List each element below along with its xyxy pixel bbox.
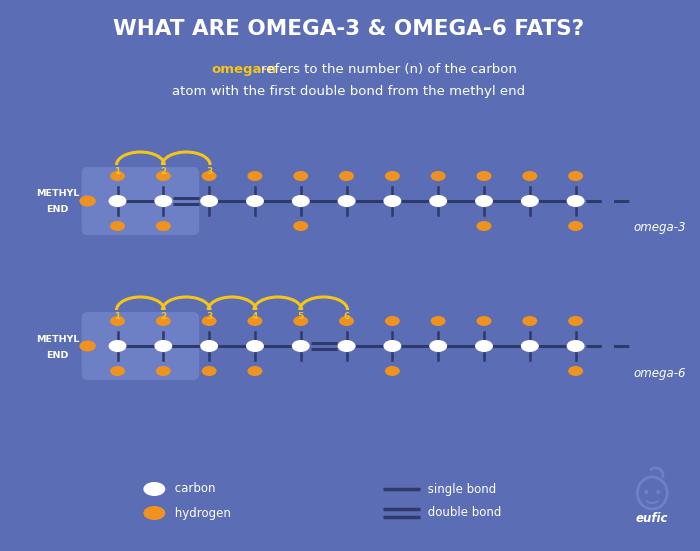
Text: 2: 2 [160, 167, 167, 176]
Ellipse shape [202, 366, 216, 376]
Text: omega-n: omega-n [211, 62, 276, 75]
Text: single bond: single bond [424, 483, 496, 495]
Ellipse shape [566, 195, 584, 207]
Text: WHAT ARE OMEGA-3 & OMEGA-6 FATS?: WHAT ARE OMEGA-3 & OMEGA-6 FATS? [113, 19, 584, 39]
Ellipse shape [337, 195, 356, 207]
Ellipse shape [385, 316, 400, 326]
Ellipse shape [248, 171, 262, 181]
Ellipse shape [110, 171, 125, 181]
Ellipse shape [200, 340, 218, 352]
Ellipse shape [521, 195, 539, 207]
Ellipse shape [110, 366, 125, 376]
FancyBboxPatch shape [82, 312, 200, 380]
Ellipse shape [246, 340, 264, 352]
Text: METHYL: METHYL [36, 190, 79, 198]
Text: 3: 3 [206, 312, 212, 321]
Ellipse shape [475, 340, 493, 352]
Ellipse shape [248, 366, 262, 376]
Ellipse shape [248, 316, 262, 326]
Ellipse shape [477, 221, 491, 231]
Ellipse shape [202, 171, 216, 181]
Ellipse shape [292, 195, 309, 207]
Ellipse shape [110, 221, 125, 231]
Ellipse shape [430, 316, 446, 326]
Text: atom with the first double bond from the methyl end: atom with the first double bond from the… [172, 84, 525, 98]
FancyBboxPatch shape [82, 167, 200, 235]
Text: eufic: eufic [636, 512, 668, 526]
Ellipse shape [566, 340, 584, 352]
Text: omega-6: omega-6 [634, 366, 686, 380]
Text: hydrogen: hydrogen [172, 506, 231, 520]
Ellipse shape [79, 341, 96, 352]
Ellipse shape [293, 171, 308, 181]
Ellipse shape [384, 195, 401, 207]
Ellipse shape [337, 340, 356, 352]
Ellipse shape [385, 171, 400, 181]
Ellipse shape [430, 171, 446, 181]
Text: refers to the number (n) of the carbon: refers to the number (n) of the carbon [261, 62, 517, 75]
Ellipse shape [429, 340, 447, 352]
Ellipse shape [79, 196, 96, 207]
Ellipse shape [156, 171, 171, 181]
Ellipse shape [429, 195, 447, 207]
Ellipse shape [568, 316, 583, 326]
Ellipse shape [155, 195, 172, 207]
Ellipse shape [108, 195, 127, 207]
Ellipse shape [477, 316, 491, 326]
Text: 1: 1 [114, 312, 120, 321]
Ellipse shape [200, 195, 218, 207]
Text: END: END [47, 350, 69, 359]
Ellipse shape [339, 171, 354, 181]
Text: END: END [47, 206, 69, 214]
Ellipse shape [246, 195, 264, 207]
Text: 3: 3 [206, 167, 212, 176]
Ellipse shape [155, 340, 172, 352]
Ellipse shape [144, 506, 165, 520]
Ellipse shape [568, 366, 583, 376]
Ellipse shape [522, 171, 538, 181]
Ellipse shape [657, 490, 660, 494]
Ellipse shape [385, 366, 400, 376]
Ellipse shape [293, 316, 308, 326]
Ellipse shape [144, 482, 165, 496]
Text: 4: 4 [252, 312, 258, 321]
Text: 1: 1 [114, 167, 120, 176]
Ellipse shape [293, 221, 308, 231]
Ellipse shape [156, 366, 171, 376]
Ellipse shape [202, 316, 216, 326]
Text: 6: 6 [344, 312, 350, 321]
Ellipse shape [108, 340, 127, 352]
Ellipse shape [339, 316, 354, 326]
Ellipse shape [156, 316, 171, 326]
Ellipse shape [568, 221, 583, 231]
Ellipse shape [521, 340, 539, 352]
Text: 2: 2 [160, 312, 167, 321]
Ellipse shape [384, 340, 401, 352]
Ellipse shape [644, 490, 648, 494]
Text: 5: 5 [298, 312, 304, 321]
Ellipse shape [477, 171, 491, 181]
Ellipse shape [156, 221, 171, 231]
Text: double bond: double bond [424, 506, 502, 520]
Text: METHYL: METHYL [36, 334, 79, 343]
Ellipse shape [110, 316, 125, 326]
Ellipse shape [568, 171, 583, 181]
Text: carbon: carbon [172, 483, 216, 495]
Ellipse shape [475, 195, 493, 207]
Ellipse shape [292, 340, 309, 352]
Text: omega-3: omega-3 [634, 222, 686, 235]
Ellipse shape [522, 316, 538, 326]
